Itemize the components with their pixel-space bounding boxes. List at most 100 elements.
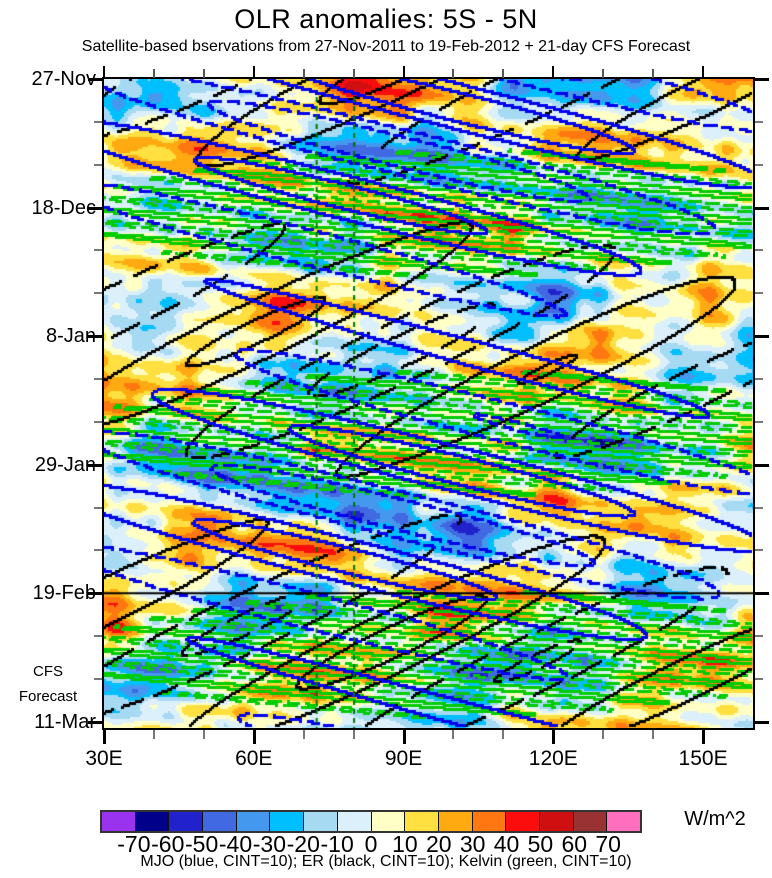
y-minor-tick-right <box>755 292 763 295</box>
colorbar-segment <box>472 812 507 831</box>
y-tick-label: 29-Jan <box>34 453 96 476</box>
y-tick-label: 19-Feb <box>32 582 96 605</box>
forecast-region-label-line2: Forecast <box>18 688 78 705</box>
x-minor-tick-top <box>652 69 655 78</box>
y-minor-tick-right <box>755 249 763 252</box>
colorbar-segment <box>337 812 372 831</box>
colorbar-units-label: W/m^2 <box>684 808 746 830</box>
colorbar-segment <box>236 812 271 831</box>
colorbar-tick-label: 20 <box>425 831 452 857</box>
chart-subtitle: Satellite-based bservations from 27-Nov-… <box>81 38 691 55</box>
x-minor-tick <box>652 730 655 739</box>
x-major-tick-top <box>252 66 255 78</box>
x-minor-tick-top <box>602 69 605 78</box>
x-major-tick <box>702 730 706 744</box>
colorbar-tick-label: -60 <box>151 831 185 857</box>
colorbar-segment <box>135 812 170 831</box>
x-minor-tick <box>152 730 155 739</box>
colorbar-segment <box>573 812 608 831</box>
colorbar-segment <box>203 812 237 831</box>
x-minor-tick-top <box>452 69 455 78</box>
x-major-tick <box>552 730 556 744</box>
y-minor-tick <box>94 292 102 295</box>
y-major-tick-right <box>755 463 769 467</box>
x-minor-tick <box>502 730 505 739</box>
colorbar-tick-label: 30 <box>459 831 486 857</box>
colorbar-segment <box>169 812 204 831</box>
y-major-tick <box>88 463 102 467</box>
y-major-tick-right <box>755 720 769 724</box>
x-minor-tick <box>302 730 305 739</box>
y-minor-tick-right <box>755 506 763 509</box>
y-major-tick <box>88 206 102 210</box>
y-minor-tick-right <box>755 120 763 123</box>
x-minor-tick-top <box>352 69 355 78</box>
x-minor-tick-top <box>152 69 155 78</box>
colorbar-tick-label: 50 <box>527 831 554 857</box>
colorbar-tick-label: 10 <box>392 831 418 857</box>
y-major-tick-right <box>755 206 769 210</box>
y-minor-tick <box>94 506 102 509</box>
colorbar-tick-label: -70 <box>117 831 151 857</box>
colorbar-tick-label: 0 <box>364 831 378 857</box>
y-tick-label: 11-Mar <box>34 710 96 733</box>
colorbar-segment <box>371 812 406 831</box>
x-tick-label: 30E <box>85 747 123 770</box>
y-minor-tick-right <box>755 378 763 380</box>
x-major-tick-top <box>103 66 105 78</box>
x-minor-tick-top <box>202 69 205 78</box>
contour-legend-caption: MJO (blue, CINT=10); ER (black, CINT=10)… <box>140 853 632 870</box>
colorbar-tick-label: -50 <box>185 831 219 857</box>
colorbar-segment <box>304 812 338 831</box>
x-minor-tick <box>452 730 455 739</box>
y-minor-tick <box>94 635 102 638</box>
y-major-tick <box>88 592 102 596</box>
colorbar-segment <box>607 812 640 831</box>
y-major-tick <box>88 720 102 724</box>
colorbar-tick-label: -40 <box>218 831 253 857</box>
y-minor-tick-right <box>755 635 763 638</box>
x-tick-label: 60E <box>235 747 273 770</box>
x-minor-tick <box>202 730 205 739</box>
y-minor-tick <box>94 249 102 252</box>
plot-area <box>102 77 755 730</box>
y-tick-label: 18-Dec <box>31 196 96 219</box>
colorbar-segment <box>405 812 439 831</box>
y-major-tick-right <box>755 335 769 339</box>
x-major-tick-top <box>552 66 555 78</box>
y-major-tick <box>88 335 102 339</box>
y-minor-tick <box>94 120 102 123</box>
colorbar-tick-label: 60 <box>561 831 588 857</box>
colorbar <box>100 810 642 833</box>
hovmoller-field-canvas <box>104 79 753 728</box>
x-major-tick <box>252 730 256 744</box>
colorbar-segment <box>539 812 574 831</box>
x-major-tick <box>103 730 106 744</box>
colorbar-tick-label: 70 <box>595 831 621 857</box>
x-tick-label: 150E <box>678 747 728 770</box>
x-tick-label: 120E <box>528 747 578 770</box>
colorbar-segment <box>506 812 540 831</box>
colorbar-segment <box>102 812 136 831</box>
y-minor-tick <box>94 420 102 423</box>
colorbar-tick-label: -30 <box>252 831 286 857</box>
colorbar-tick-label: 40 <box>493 831 520 857</box>
x-minor-tick <box>352 730 355 739</box>
colorbar-segment <box>270 812 305 831</box>
y-minor-tick <box>94 678 102 681</box>
x-major-tick-top <box>402 66 405 78</box>
x-minor-tick <box>602 730 605 739</box>
y-major-tick-right <box>755 592 769 596</box>
colorbar-tick-label: -20 <box>286 831 320 857</box>
y-major-tick-right <box>755 78 769 81</box>
x-minor-tick-top <box>502 69 505 78</box>
y-tick-label: 27-Nov <box>31 68 96 90</box>
y-minor-tick-right <box>755 549 763 552</box>
y-minor-tick-right <box>755 678 763 681</box>
y-major-tick <box>88 78 102 81</box>
x-major-tick-top <box>702 66 705 78</box>
forecast-region-label-line1: CFS <box>33 663 63 680</box>
y-minor-tick <box>94 549 102 552</box>
colorbar-tick-label: -10 <box>320 831 354 857</box>
